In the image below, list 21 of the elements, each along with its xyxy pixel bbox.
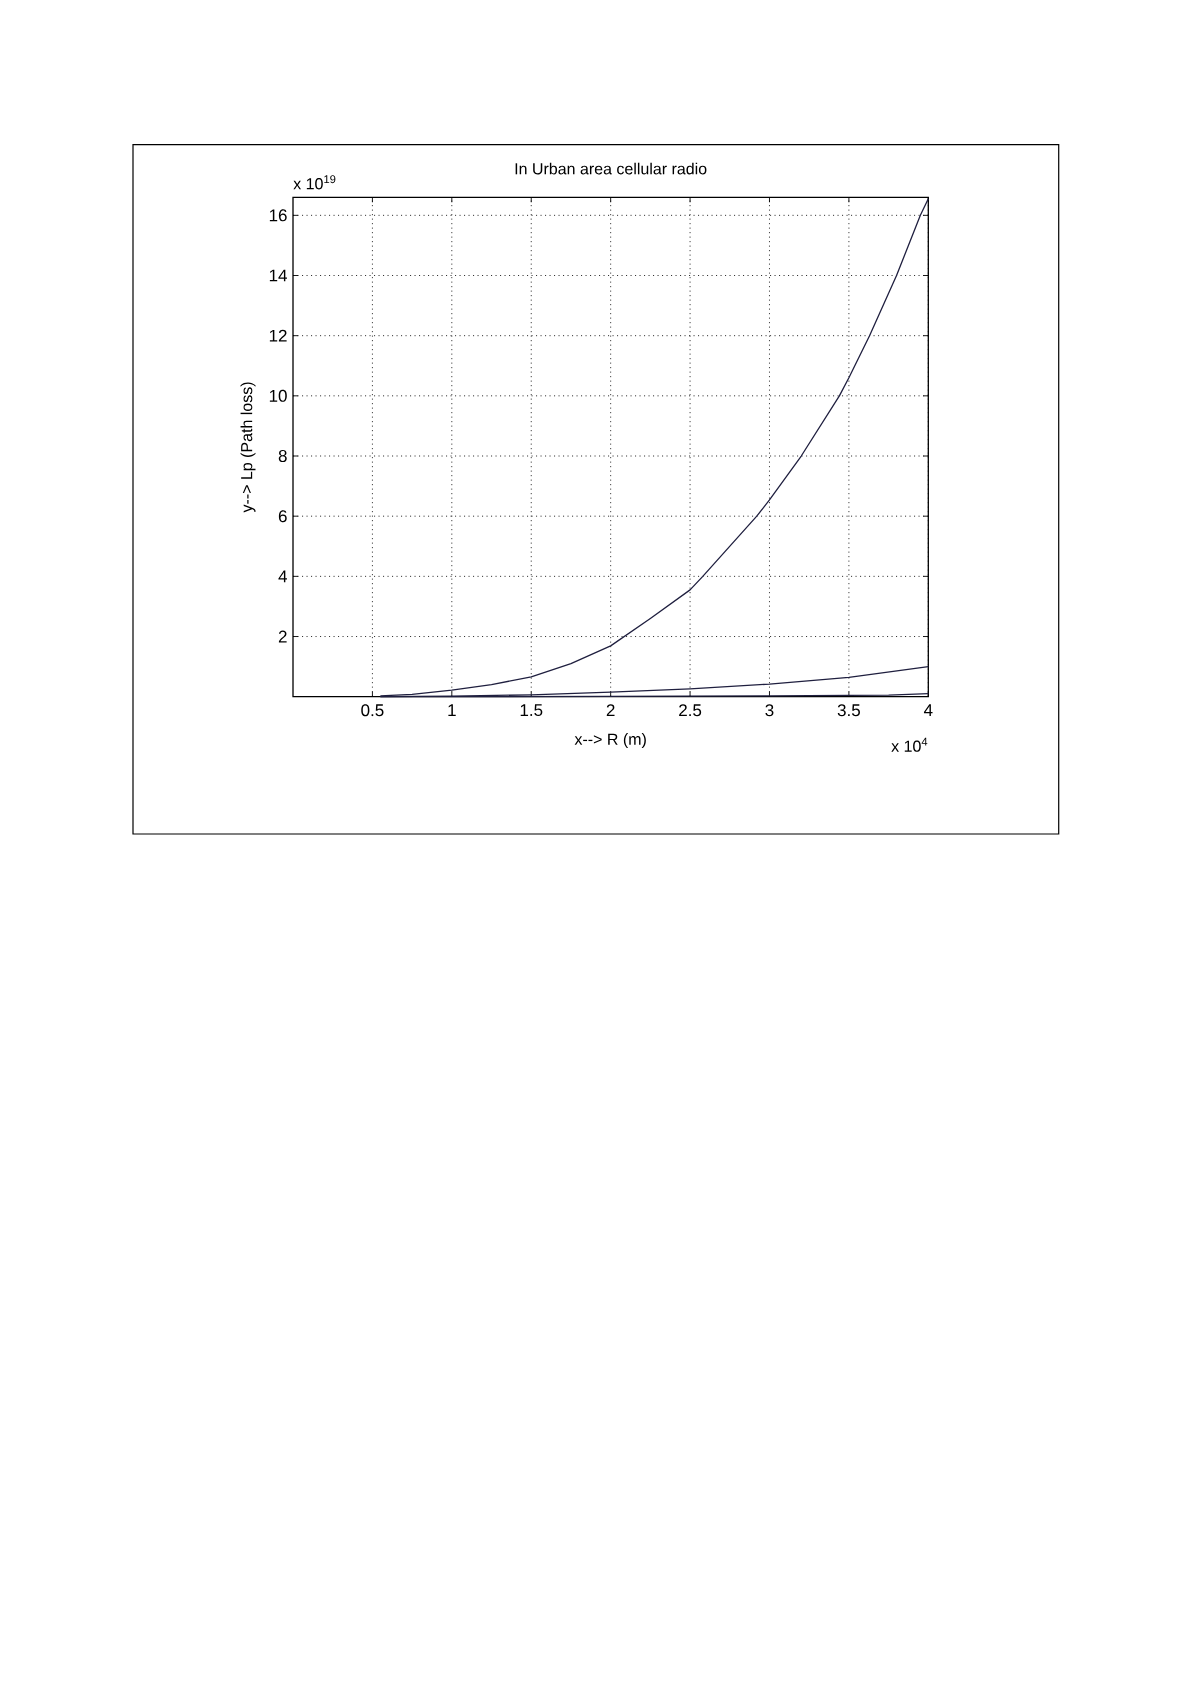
text: x 10$^{4}$: [891, 737, 928, 752]
x-tick-label: 3: [765, 704, 774, 717]
x-tick-label: 3.5: [837, 704, 860, 717]
x-axis-title: x--> R (m): [574, 733, 646, 748]
y-tick-label: 4: [278, 570, 287, 583]
y-tick-label: 6: [278, 510, 287, 523]
x-tick-label: 4: [923, 704, 933, 716]
text: x 10$^{19}$: [293, 175, 336, 190]
y-tick-label: 8: [278, 449, 287, 463]
y-tick-label: 14: [269, 269, 287, 282]
x-tick-label: 2: [606, 704, 615, 717]
y-tick-label: 2: [278, 630, 287, 643]
x-tick-label: 0.5: [361, 704, 384, 717]
y-tick-label: 12: [269, 329, 287, 342]
y-tick-label: 16: [269, 209, 287, 222]
y-tick-label: 10: [269, 389, 287, 402]
chart-title: In Urban area cellular radio: [515, 162, 707, 175]
x-tick-label: 1.5: [520, 704, 543, 717]
y-axis-title: y--> Lp (Path loss): [240, 382, 256, 513]
x-tick-label: 2.5: [679, 704, 702, 717]
x-tick-label: 1: [448, 704, 456, 716]
